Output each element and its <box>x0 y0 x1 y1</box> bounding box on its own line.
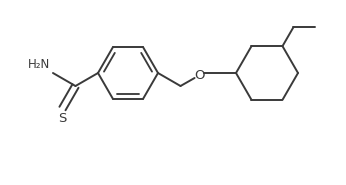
Text: O: O <box>194 68 205 82</box>
Text: S: S <box>58 112 67 125</box>
Text: H₂N: H₂N <box>28 58 50 71</box>
